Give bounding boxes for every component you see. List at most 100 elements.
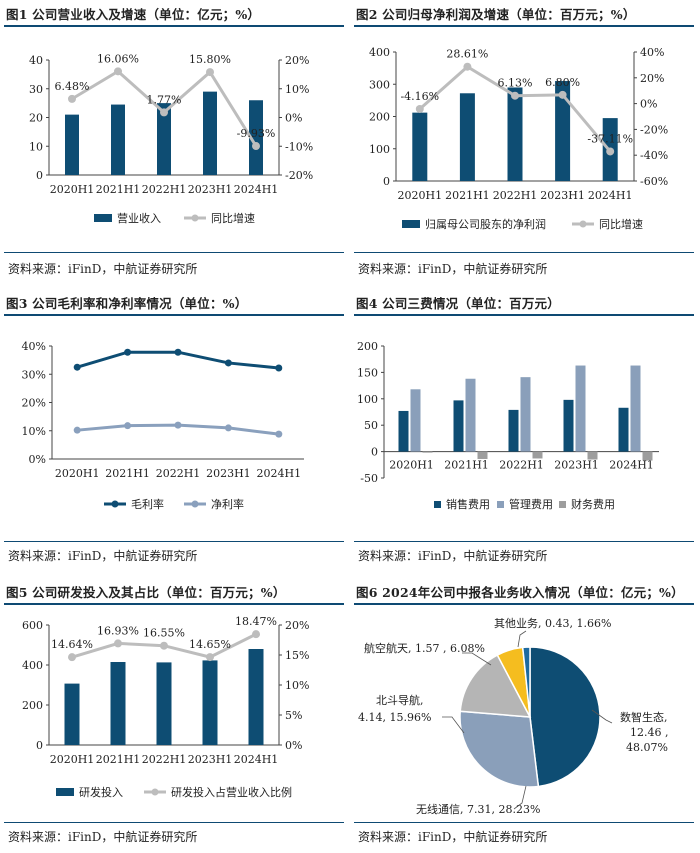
y2-tick-label: -10%	[285, 140, 313, 153]
x-tick-label: 2023H1	[206, 467, 251, 480]
bar	[248, 649, 264, 745]
source-text: 资料来源：iFinD，中航证券研究所	[358, 262, 548, 276]
data-label: 6.13%	[498, 77, 533, 90]
line-point	[114, 67, 122, 76]
bar	[465, 378, 476, 452]
leader-line	[513, 785, 527, 810]
data-label: -9.93%	[237, 127, 276, 140]
y2-tick-label: 40%	[640, 46, 664, 59]
legend-swatch	[402, 220, 420, 228]
y2-tick-label: 0%	[285, 739, 302, 752]
pie-slice	[529, 646, 601, 788]
line-point	[275, 430, 283, 438]
x-tick-label: 2023H1	[554, 459, 599, 472]
line-point	[511, 91, 519, 100]
chart-fig4: -50 0 50 100 150 200 2020H1 2021H1 2022H1 2023H1 2…	[357, 340, 659, 511]
bar	[587, 451, 598, 460]
y2-tick-label: 20%	[285, 54, 309, 67]
legend-label: 净利率	[211, 497, 244, 511]
y2-tick-label: 0%	[285, 112, 302, 125]
bar	[459, 93, 475, 181]
legend-label: 营业收入	[117, 211, 161, 225]
data-label: 15.80%	[189, 53, 231, 66]
source-rule	[354, 252, 694, 253]
panel-fig4: 图4 公司三费情况（单位：百万元） -50 0 50 100 150 200 2020H1 2…	[354, 289, 694, 564]
bar	[65, 114, 79, 175]
source-rule	[354, 541, 694, 542]
x-tick-label: 2022H1	[156, 467, 201, 480]
line-point	[160, 641, 168, 650]
y2-tick-label: -20%	[285, 169, 313, 182]
y-tick-label: 100	[369, 143, 390, 156]
y-tick-label: 0	[36, 169, 43, 182]
slice-label: 其他业务, 0.43, 1.66%	[494, 617, 611, 630]
leader-line	[517, 630, 527, 648]
bar	[249, 100, 263, 175]
line-point	[224, 424, 232, 432]
panel-fig3: 图3 公司毛利率和净利率情况（单位：%） 0% 10% 20% 30% 40% 2020H…	[4, 289, 344, 564]
title-rule	[4, 25, 344, 27]
chart-title: 图3 公司毛利率和净利率情况（单位：%）	[6, 296, 248, 311]
y-tick-label: 200	[369, 111, 390, 124]
source-text: 资料来源：iFinD，中航证券研究所	[8, 262, 198, 276]
panel-fig1: 图1 公司营业收入及增速（单位：亿元；%） 0 10 20 30 40 -20% -10% 0…	[4, 0, 344, 276]
bar	[202, 660, 218, 745]
data-label: 14.65%	[189, 638, 231, 651]
x-tick-label: 2024H1	[234, 753, 279, 766]
y-tick-label: 10%	[22, 425, 46, 438]
legend-swatch	[497, 501, 504, 508]
x-tick-label: 2024H1	[588, 189, 633, 202]
x-tick-label: 2021H1	[96, 183, 141, 196]
panel-fig5: 图5 公司研发投入及其占比（单位：百万元；%） 0 200 400 600 0% 5% 10…	[4, 578, 344, 853]
legend-swatch	[434, 501, 441, 508]
y-tick-label: 40	[29, 54, 43, 67]
y-tick-label: 20%	[22, 397, 46, 410]
legend-marker	[579, 220, 587, 228]
bar	[508, 409, 519, 452]
title-rule	[354, 603, 694, 605]
bar	[422, 451, 433, 453]
bar	[410, 389, 421, 452]
panel-fig6: 图6 2024年公司中报各业务收入情况（单位：亿元；%） 数智生态, 12.46 …	[354, 578, 694, 853]
legend-label: 同比增速	[211, 211, 255, 225]
y2-tick-label: 0%	[640, 98, 657, 111]
bar	[398, 410, 409, 452]
line-point	[606, 147, 615, 156]
x-tick-label: 2021H1	[96, 753, 141, 766]
bar	[412, 112, 428, 181]
y-tick-label: 0	[383, 175, 390, 188]
x-tick-label: 2020H1	[50, 183, 95, 196]
source-rule	[4, 252, 344, 253]
legend-label: 同比增速	[599, 217, 643, 231]
line-point	[73, 426, 81, 434]
data-label: 16.06%	[97, 52, 139, 65]
legend-marker	[191, 500, 199, 508]
source-rule	[4, 541, 344, 542]
line-point	[252, 630, 260, 639]
y2-tick-label: -40%	[640, 149, 668, 162]
y-tick-label: 150	[357, 366, 378, 379]
y-tick-label: 300	[369, 78, 390, 91]
y-tick-label: 20	[29, 112, 43, 125]
y-tick-label: 30	[29, 83, 43, 96]
bar	[111, 104, 125, 175]
y-tick-label: 100	[357, 393, 378, 406]
bar	[156, 662, 172, 745]
line-point	[206, 653, 214, 662]
chart-fig5: 0 200 400 600 0% 5% 10% 15% 20% 2020H1 2021H1 2022H…	[22, 615, 309, 799]
line-point	[124, 422, 132, 430]
legend-label: 研发投入	[79, 785, 123, 799]
data-label: 1.77%	[147, 93, 182, 106]
slice-label: 12.46 ,	[630, 726, 668, 739]
data-label: 16.93%	[97, 624, 139, 637]
source-text: 资料来源：iFinD，中航证券研究所	[358, 830, 548, 844]
chart-title: 图1 公司营业收入及增速（单位：亿元；%）	[6, 7, 261, 22]
leader-line	[462, 652, 492, 666]
line-point	[174, 421, 182, 429]
x-tick-label: 2021H1	[445, 189, 490, 202]
y-tick-label: 10	[29, 140, 43, 153]
y-tick-label: 0%	[29, 453, 46, 466]
legend-label: 毛利率	[131, 497, 164, 511]
y-tick-label: 400	[22, 659, 43, 672]
